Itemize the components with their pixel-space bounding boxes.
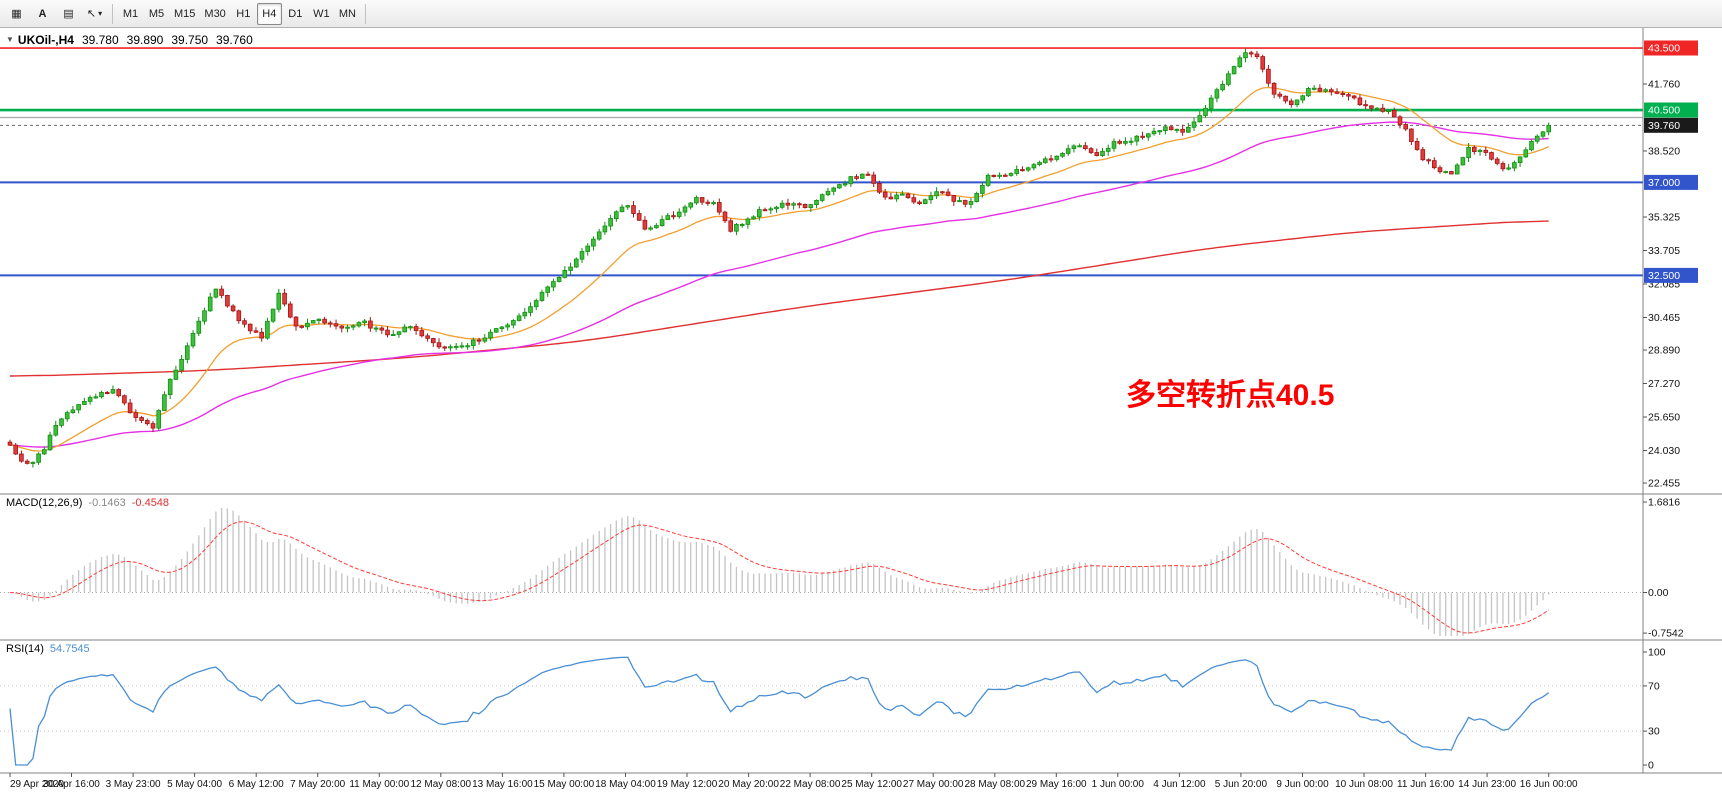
rsi-axis-layer: 100 70 30 0 bbox=[1643, 647, 1666, 772]
svg-text:5 Jun 20:00: 5 Jun 20:00 bbox=[1215, 779, 1268, 790]
macd-indicator-label: MACD(12,26,9) -0.1463 -0.4548 bbox=[6, 497, 169, 509]
svg-text:28 May 08:00: 28 May 08:00 bbox=[964, 779, 1025, 790]
svg-text:4 Jun 12:00: 4 Jun 12:00 bbox=[1153, 779, 1206, 790]
svg-text:41.760: 41.760 bbox=[1648, 79, 1680, 91]
svg-text:13 May 16:00: 13 May 16:00 bbox=[472, 779, 533, 790]
svg-text:30: 30 bbox=[1648, 726, 1660, 738]
svg-text:12 May 08:00: 12 May 08:00 bbox=[410, 779, 471, 790]
svg-text:32.500: 32.500 bbox=[1648, 270, 1680, 282]
macd-name: MACD(12,26,9) bbox=[6, 497, 83, 509]
svg-text:1.6816: 1.6816 bbox=[1648, 497, 1680, 509]
charts-grid-icon: ▦ bbox=[11, 8, 22, 20]
macd-layer bbox=[0, 508, 1643, 636]
timeframe-button-m30[interactable]: M30 bbox=[200, 3, 229, 25]
symbol-label: UKOil-,H4 bbox=[17, 33, 74, 47]
svg-text:25 May 12:00: 25 May 12:00 bbox=[841, 779, 902, 790]
svg-text:22.455: 22.455 bbox=[1648, 478, 1680, 490]
ohlc-low: 39.750 bbox=[171, 33, 209, 47]
svg-text:30 Apr 16:00: 30 Apr 16:00 bbox=[43, 779, 100, 790]
timeframe-button-m5[interactable]: M5 bbox=[144, 3, 169, 25]
price-levels-layer bbox=[0, 47, 1643, 277]
svg-text:25.650: 25.650 bbox=[1648, 412, 1680, 424]
svg-text:30.465: 30.465 bbox=[1648, 312, 1680, 324]
toolbar-separator bbox=[112, 3, 113, 24]
toolbar: ▦ A ▤ ↖ ▾ M1 M5 M15 M30 H1 H4 D1 W1 MN bbox=[0, 0, 1722, 28]
svg-text:9 Jun 00:00: 9 Jun 00:00 bbox=[1276, 779, 1329, 790]
annotation-a-icon: A bbox=[38, 7, 47, 20]
macd-main-value: -0.1463 bbox=[88, 497, 126, 509]
svg-text:1 Jun 00:00: 1 Jun 00:00 bbox=[1092, 779, 1145, 790]
svg-text:24.030: 24.030 bbox=[1648, 445, 1680, 457]
timeframe-button-m15[interactable]: M15 bbox=[170, 3, 199, 25]
svg-text:3 May 23:00: 3 May 23:00 bbox=[106, 779, 161, 790]
frame-layer bbox=[0, 28, 1722, 774]
svg-text:0: 0 bbox=[1648, 760, 1654, 772]
toolbar-left-icons: ▦ A ▤ ↖ ▾ bbox=[4, 3, 107, 25]
chart-annotation: 多空转折点40.5 bbox=[1126, 379, 1335, 412]
svg-text:43.500: 43.500 bbox=[1648, 43, 1680, 55]
annotation-a-icon-button[interactable]: A bbox=[30, 3, 55, 25]
dropdown-caret-icon: ▾ bbox=[98, 9, 103, 18]
charts-grid-icon-button[interactable]: ▦ bbox=[4, 3, 29, 25]
chart-title-caret-icon: ▼ bbox=[6, 35, 14, 44]
ohlc-high: 39.890 bbox=[126, 33, 164, 47]
svg-text:27.270: 27.270 bbox=[1648, 378, 1680, 390]
candles-layer bbox=[7, 48, 1552, 468]
svg-text:0.00: 0.00 bbox=[1648, 587, 1669, 599]
svg-text:18 May 04:00: 18 May 04:00 bbox=[595, 779, 656, 790]
svg-text:19 May 12:00: 19 May 12:00 bbox=[657, 779, 718, 790]
macd-axis-layer: 1.6816 0.00 -0.7542 bbox=[1643, 497, 1684, 640]
svg-text:10 Jun 08:00: 10 Jun 08:00 bbox=[1335, 779, 1393, 790]
rsi-value: 54.7545 bbox=[49, 643, 90, 655]
rsi-indicator-label: RSI(14) 54.7545 bbox=[6, 643, 90, 655]
templates-icon: ▤ bbox=[63, 8, 74, 20]
svg-text:100: 100 bbox=[1648, 647, 1666, 659]
templates-icon-button[interactable]: ▤ bbox=[56, 3, 81, 25]
svg-text:33.705: 33.705 bbox=[1648, 245, 1680, 257]
timeframe-button-m1[interactable]: M1 bbox=[118, 3, 143, 25]
rsi-layer bbox=[0, 656, 1643, 766]
svg-text:5 May 04:00: 5 May 04:00 bbox=[167, 779, 222, 790]
svg-text:6 May 12:00: 6 May 12:00 bbox=[229, 779, 284, 790]
timeframe-button-mn[interactable]: MN bbox=[335, 3, 360, 25]
svg-text:29 May 16:00: 29 May 16:00 bbox=[1026, 779, 1087, 790]
timeframe-button-h4[interactable]: H4 bbox=[256, 2, 282, 25]
macd-signal-value: -0.4548 bbox=[131, 497, 170, 509]
svg-text:11 May 00:00: 11 May 00:00 bbox=[349, 779, 409, 790]
svg-text:39.760: 39.760 bbox=[1648, 120, 1680, 132]
svg-text:20 May 20:00: 20 May 20:00 bbox=[718, 779, 779, 790]
svg-text:14 Jun 23:00: 14 Jun 23:00 bbox=[1458, 779, 1516, 790]
ohlc-close: 39.760 bbox=[216, 33, 253, 47]
timeframe-button-d1[interactable]: D1 bbox=[283, 3, 308, 25]
svg-text:70: 70 bbox=[1648, 680, 1660, 692]
svg-text:-0.7542: -0.7542 bbox=[1648, 628, 1684, 640]
chart-title: ▼ UKOil-,H4 39.780 39.890 39.750 39.760 bbox=[6, 33, 253, 47]
timeframe-button-h1[interactable]: H1 bbox=[231, 3, 256, 25]
toolbar-separator bbox=[364, 3, 366, 24]
ohlc-open: 39.780 bbox=[81, 33, 119, 47]
cursor-icon: ↖ bbox=[86, 8, 97, 20]
cursor-icon-button[interactable]: ↖ ▾ bbox=[82, 3, 107, 25]
svg-text:16 Jun 00:00: 16 Jun 00:00 bbox=[1520, 779, 1578, 790]
svg-text:15 May 00:00: 15 May 00:00 bbox=[534, 779, 595, 790]
timeframe-button-w1[interactable]: W1 bbox=[309, 3, 334, 25]
svg-text:28.890: 28.890 bbox=[1648, 345, 1680, 357]
price-axis-layer: 41.76038.52035.32533.70532.08530.46528.8… bbox=[1643, 40, 1698, 490]
timeframe-buttons: M1 M5 M15 M30 H1 H4 D1 W1 MN bbox=[118, 2, 360, 25]
svg-text:40.500: 40.500 bbox=[1648, 105, 1680, 117]
svg-text:38.520: 38.520 bbox=[1648, 146, 1680, 158]
svg-text:29 Apr 2020: 29 Apr 2020 bbox=[10, 779, 64, 790]
svg-text:35.325: 35.325 bbox=[1648, 212, 1680, 224]
rsi-name: RSI(14) bbox=[6, 643, 44, 655]
svg-text:37.000: 37.000 bbox=[1648, 177, 1680, 189]
svg-text:7 May 20:00: 7 May 20:00 bbox=[290, 779, 345, 790]
svg-text:11 Jun 16:00: 11 Jun 16:00 bbox=[1397, 779, 1455, 790]
svg-text:27 May 00:00: 27 May 00:00 bbox=[903, 779, 964, 790]
svg-text:22 May 08:00: 22 May 08:00 bbox=[780, 779, 841, 790]
